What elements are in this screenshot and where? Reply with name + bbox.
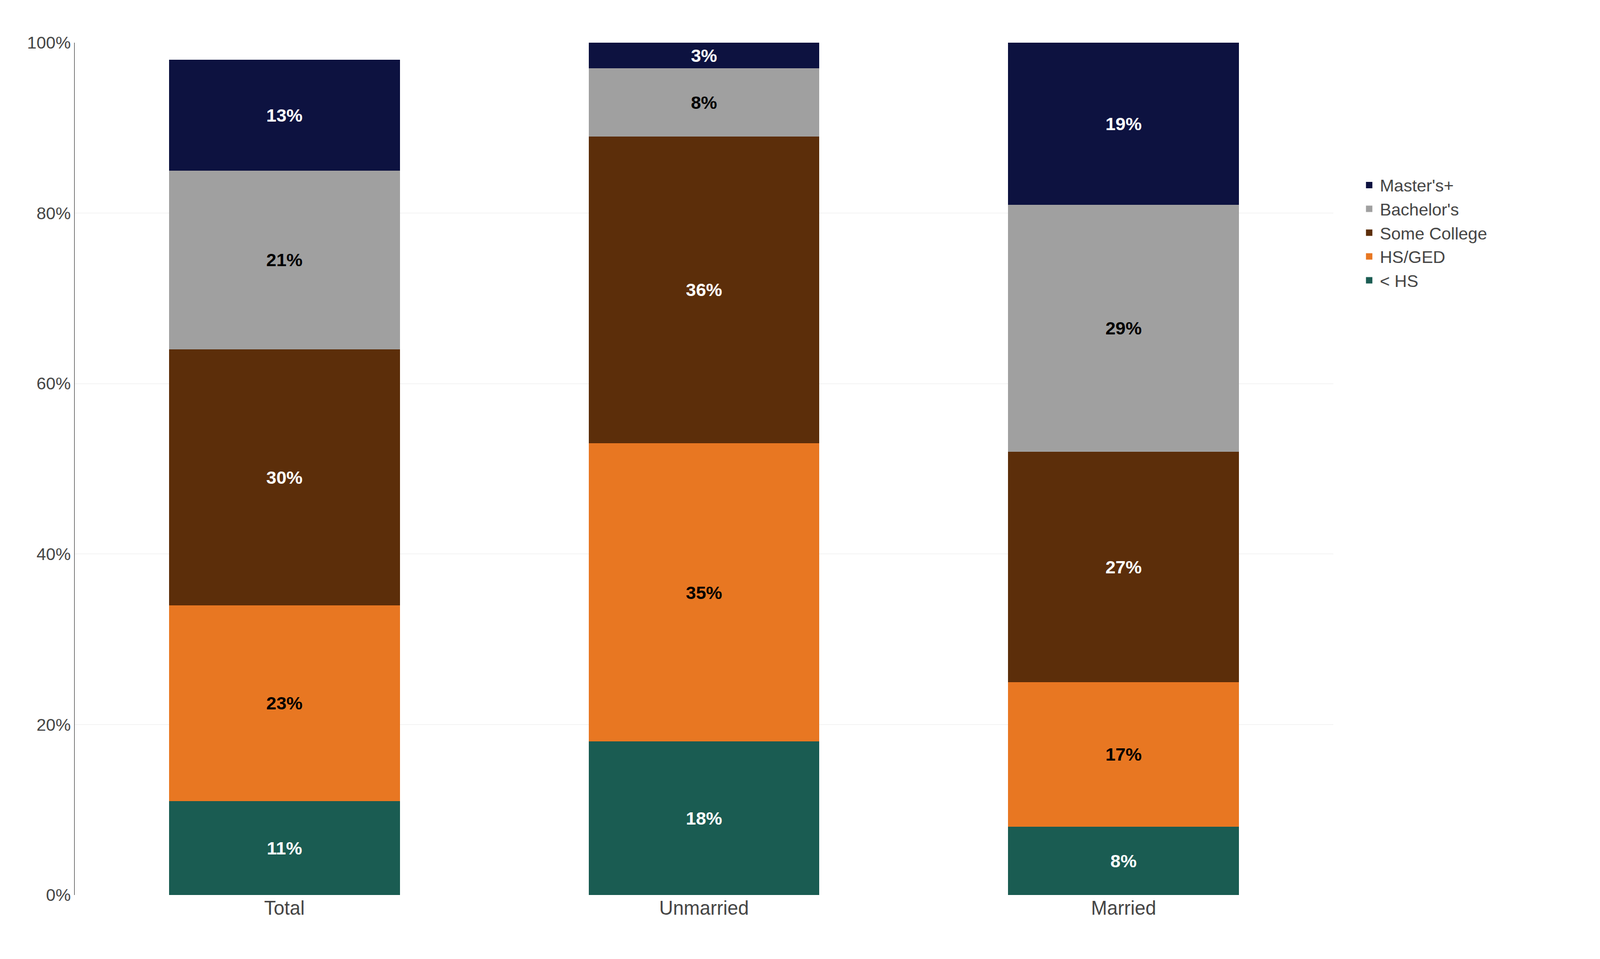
svg-text:19%: 19%: [1105, 113, 1142, 134]
svg-text:27%: 27%: [1105, 556, 1142, 578]
svg-text:30%: 30%: [266, 467, 303, 488]
svg-text:100%: 100%: [27, 33, 71, 53]
svg-text:< HS: < HS: [1379, 271, 1419, 291]
svg-text:Total: Total: [264, 897, 305, 919]
svg-text:Unmarried: Unmarried: [659, 897, 749, 919]
svg-text:Married: Married: [1091, 897, 1157, 919]
svg-text:23%: 23%: [266, 692, 303, 714]
svg-text:8%: 8%: [1110, 850, 1137, 871]
svg-text:60%: 60%: [36, 373, 71, 394]
svg-text:36%: 36%: [685, 279, 723, 300]
svg-text:29%: 29%: [1105, 317, 1142, 339]
svg-text:0%: 0%: [45, 885, 71, 905]
svg-text:80%: 80%: [36, 203, 71, 223]
svg-text:18%: 18%: [685, 808, 723, 829]
svg-text:HS/GED: HS/GED: [1379, 247, 1446, 267]
svg-text:17%: 17%: [1105, 744, 1142, 765]
svg-text:Some College: Some College: [1379, 224, 1487, 244]
svg-text:8%: 8%: [690, 92, 717, 113]
svg-text:21%: 21%: [266, 249, 303, 270]
svg-text:13%: 13%: [266, 105, 303, 126]
svg-text:Bachelor's: Bachelor's: [1379, 200, 1459, 220]
svg-text:11%: 11%: [266, 837, 302, 859]
svg-text:Master's+: Master's+: [1379, 176, 1454, 196]
svg-text:35%: 35%: [685, 582, 723, 603]
svg-text:40%: 40%: [36, 544, 71, 564]
svg-text:20%: 20%: [36, 715, 71, 735]
svg-text:3%: 3%: [690, 45, 717, 66]
